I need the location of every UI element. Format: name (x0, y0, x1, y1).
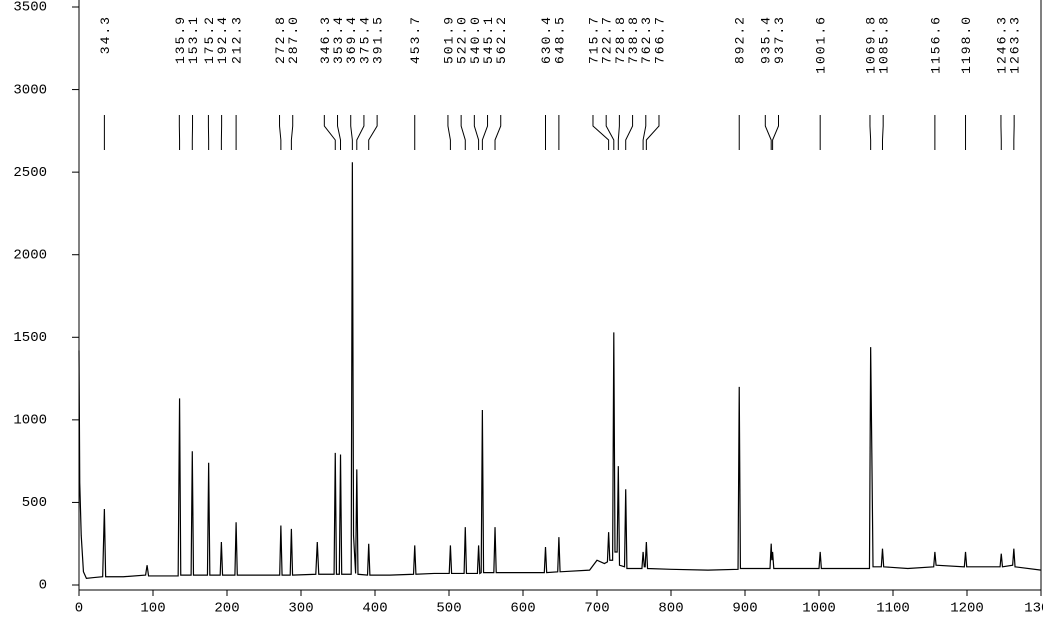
x-tick-label: 1300 (1024, 601, 1043, 617)
peak-leader (473, 115, 480, 150)
x-tick-label: 1000 (802, 601, 836, 617)
peak-label: 648.5 (552, 15, 567, 64)
peak-label: 1069.8 (863, 15, 878, 74)
y-tick-label: 500 (22, 495, 47, 511)
peak-label: 1263.3 (1008, 15, 1023, 74)
y-tick-label: 1000 (13, 413, 47, 429)
peak-label: 212.3 (230, 15, 245, 64)
y-tick-label: 3500 (13, 0, 47, 16)
peak-leader (869, 115, 872, 150)
peak-label: 766.7 (652, 15, 667, 64)
peak-label: 346.3 (318, 15, 333, 64)
peak-leader (356, 115, 365, 150)
peak-label: 738.8 (626, 15, 641, 64)
x-tick-label: 600 (510, 601, 535, 617)
y-tick-label: 2000 (13, 247, 47, 263)
peak-label: 1198.0 (959, 15, 974, 74)
peak-label: 630.4 (539, 15, 554, 64)
peak-leader (481, 115, 489, 150)
peak-label: 762.3 (639, 15, 654, 64)
peak-label: 935.4 (759, 15, 774, 64)
x-tick-label: 1100 (876, 601, 910, 617)
peak-leader (617, 115, 620, 150)
x-tick-label: 700 (584, 601, 609, 617)
peak-leader (447, 115, 451, 150)
peak-label: 937.3 (772, 15, 787, 64)
peak-label: 287.0 (286, 15, 301, 64)
peak-label: 34.3 (98, 15, 113, 54)
spectrum-line (78, 162, 1042, 580)
peak-leader (642, 115, 647, 150)
peak-leader (645, 115, 660, 150)
peak-label: 192.4 (215, 15, 230, 64)
peak-label: 375.4 (357, 15, 372, 64)
x-tick-label: 400 (362, 601, 387, 617)
x-tick-label: 200 (214, 601, 239, 617)
y-tick-label: 3000 (13, 82, 47, 98)
x-tick-label: 100 (140, 601, 165, 617)
peak-label: 353.4 (331, 15, 346, 64)
peak-leader (337, 115, 342, 150)
peak-leader (605, 115, 615, 150)
peak-leader (290, 115, 294, 150)
peak-label: 1156.6 (928, 15, 943, 74)
peak-label: 272.8 (273, 15, 288, 64)
peak-leader (460, 115, 466, 150)
peak-label: 501.9 (441, 15, 456, 64)
x-tick-label: 300 (288, 601, 313, 617)
peak-leader (323, 115, 336, 150)
x-tick-label: 500 (436, 601, 461, 617)
x-tick-label: 1200 (950, 601, 984, 617)
x-tick-label: 800 (658, 601, 683, 617)
peak-label: 540.0 (468, 15, 483, 64)
peak-leader (772, 115, 779, 150)
y-tick-label: 1500 (13, 330, 47, 346)
peak-label: 728.8 (613, 15, 628, 64)
peak-label: 369.4 (344, 15, 359, 64)
peak-label: 892.2 (733, 15, 748, 64)
peak-label: 715.7 (586, 15, 601, 64)
peak-label: 522.0 (455, 15, 470, 64)
x-tick-label: 900 (732, 601, 757, 617)
peak-label: 391.5 (371, 15, 386, 64)
peak-label: 175.2 (202, 15, 217, 64)
peak-leader (368, 115, 378, 150)
peak-label: 135.9 (173, 15, 188, 64)
y-tick-label: 2500 (13, 165, 47, 181)
y-tick-label: 0 (39, 578, 47, 594)
peak-label: 1001.6 (814, 15, 829, 74)
peak-label: 153.1 (186, 15, 201, 64)
peak-label: 453.7 (408, 15, 423, 64)
peak-label: 545.1 (481, 15, 496, 64)
peak-leader (881, 115, 884, 150)
peak-label: 1246.3 (994, 15, 1009, 74)
x-tick-label: 0 (75, 601, 83, 617)
peak-leader (350, 115, 353, 150)
peak-leader (625, 115, 634, 150)
peak-leader (279, 115, 282, 150)
peak-label: 562.2 (494, 15, 509, 64)
peak-leader (764, 115, 772, 150)
peak-label: 722.7 (600, 15, 615, 64)
peak-leader (494, 115, 502, 150)
peak-label: 1085.8 (877, 15, 892, 74)
peak-leader (592, 115, 610, 150)
